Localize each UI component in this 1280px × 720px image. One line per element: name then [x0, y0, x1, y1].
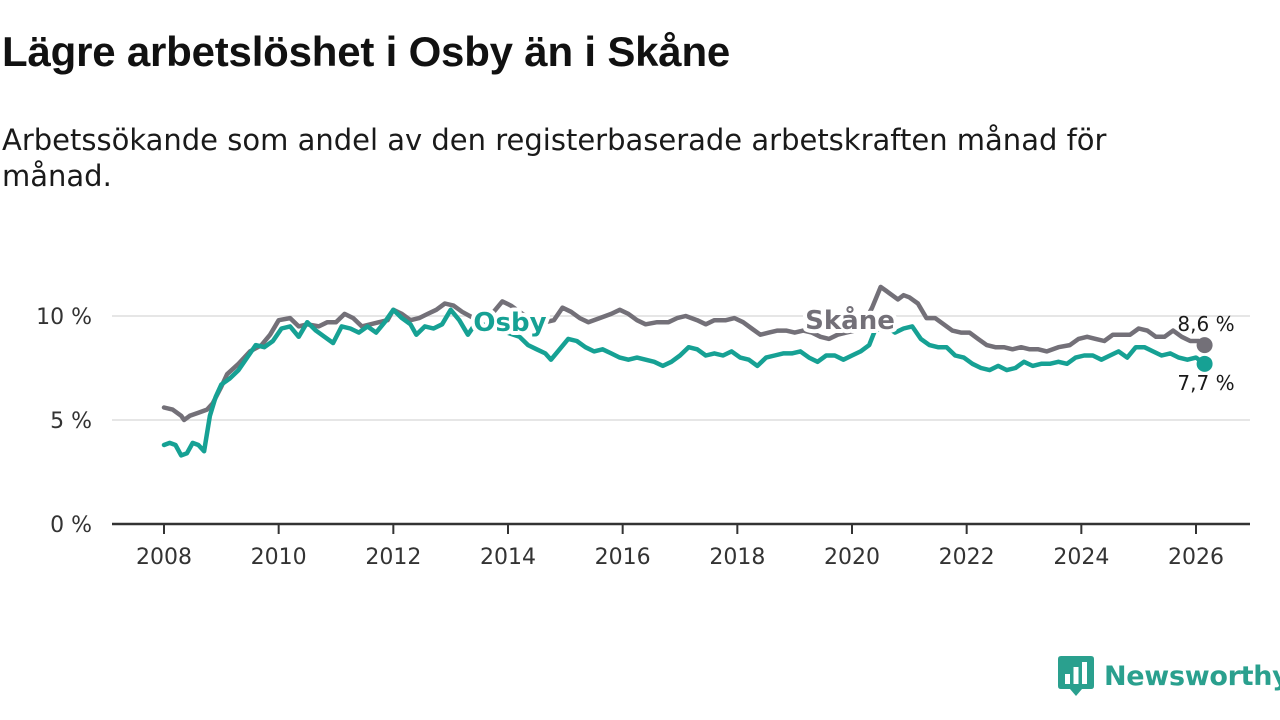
- x-tick-label: 2014: [480, 545, 536, 570]
- series-label-skane: Skåne: [805, 304, 895, 336]
- x-tick-label: 2018: [709, 545, 765, 570]
- grid-layer: [112, 315, 1250, 421]
- series-end-dot-osby: [1196, 355, 1213, 372]
- x-tick-label: 2008: [136, 545, 192, 570]
- x-tick-label: 2024: [1053, 545, 1109, 570]
- newsworthy-brand: Newsworthy: [1058, 654, 1280, 698]
- brand-name: Newsworthy: [1104, 660, 1280, 692]
- x-tick-label: 2016: [595, 545, 651, 570]
- series-line-osby: [161, 307, 1207, 458]
- x-tick-label: 2020: [824, 545, 880, 570]
- end-value-label-osby: 7,7 %: [1177, 371, 1234, 395]
- label-layer: Skåne Osby 8,6 % 7,7 %: [469, 300, 1234, 395]
- x-tick-label: 2026: [1168, 545, 1224, 570]
- series-line-skane: [161, 284, 1207, 423]
- series-label-osby: Osby: [473, 308, 546, 338]
- chart-subtitle: Arbetssökande som andel av den registerb…: [2, 123, 1107, 193]
- y-tick-label: 10 %: [36, 305, 92, 330]
- end-value-label-skane: 8,6 %: [1177, 312, 1234, 336]
- series-end-dot-skane: [1196, 337, 1213, 354]
- newsworthy-logo-icon: [1058, 656, 1094, 696]
- y-tick-label: 5 %: [50, 409, 92, 434]
- x-tick-label: 2022: [939, 545, 995, 570]
- page-title: Lägre arbetslöshet i Osby än i Skåne: [2, 28, 731, 75]
- x-tick-label: 2012: [365, 545, 421, 570]
- x-tick-label: 2010: [251, 545, 307, 570]
- axis-layer: 0 % 5 % 10 % 2008 2010 2012 2014 2016 2018 2020 20…: [36, 305, 1250, 570]
- y-tick-label: 0 %: [50, 513, 92, 538]
- series-layer: [161, 284, 1213, 458]
